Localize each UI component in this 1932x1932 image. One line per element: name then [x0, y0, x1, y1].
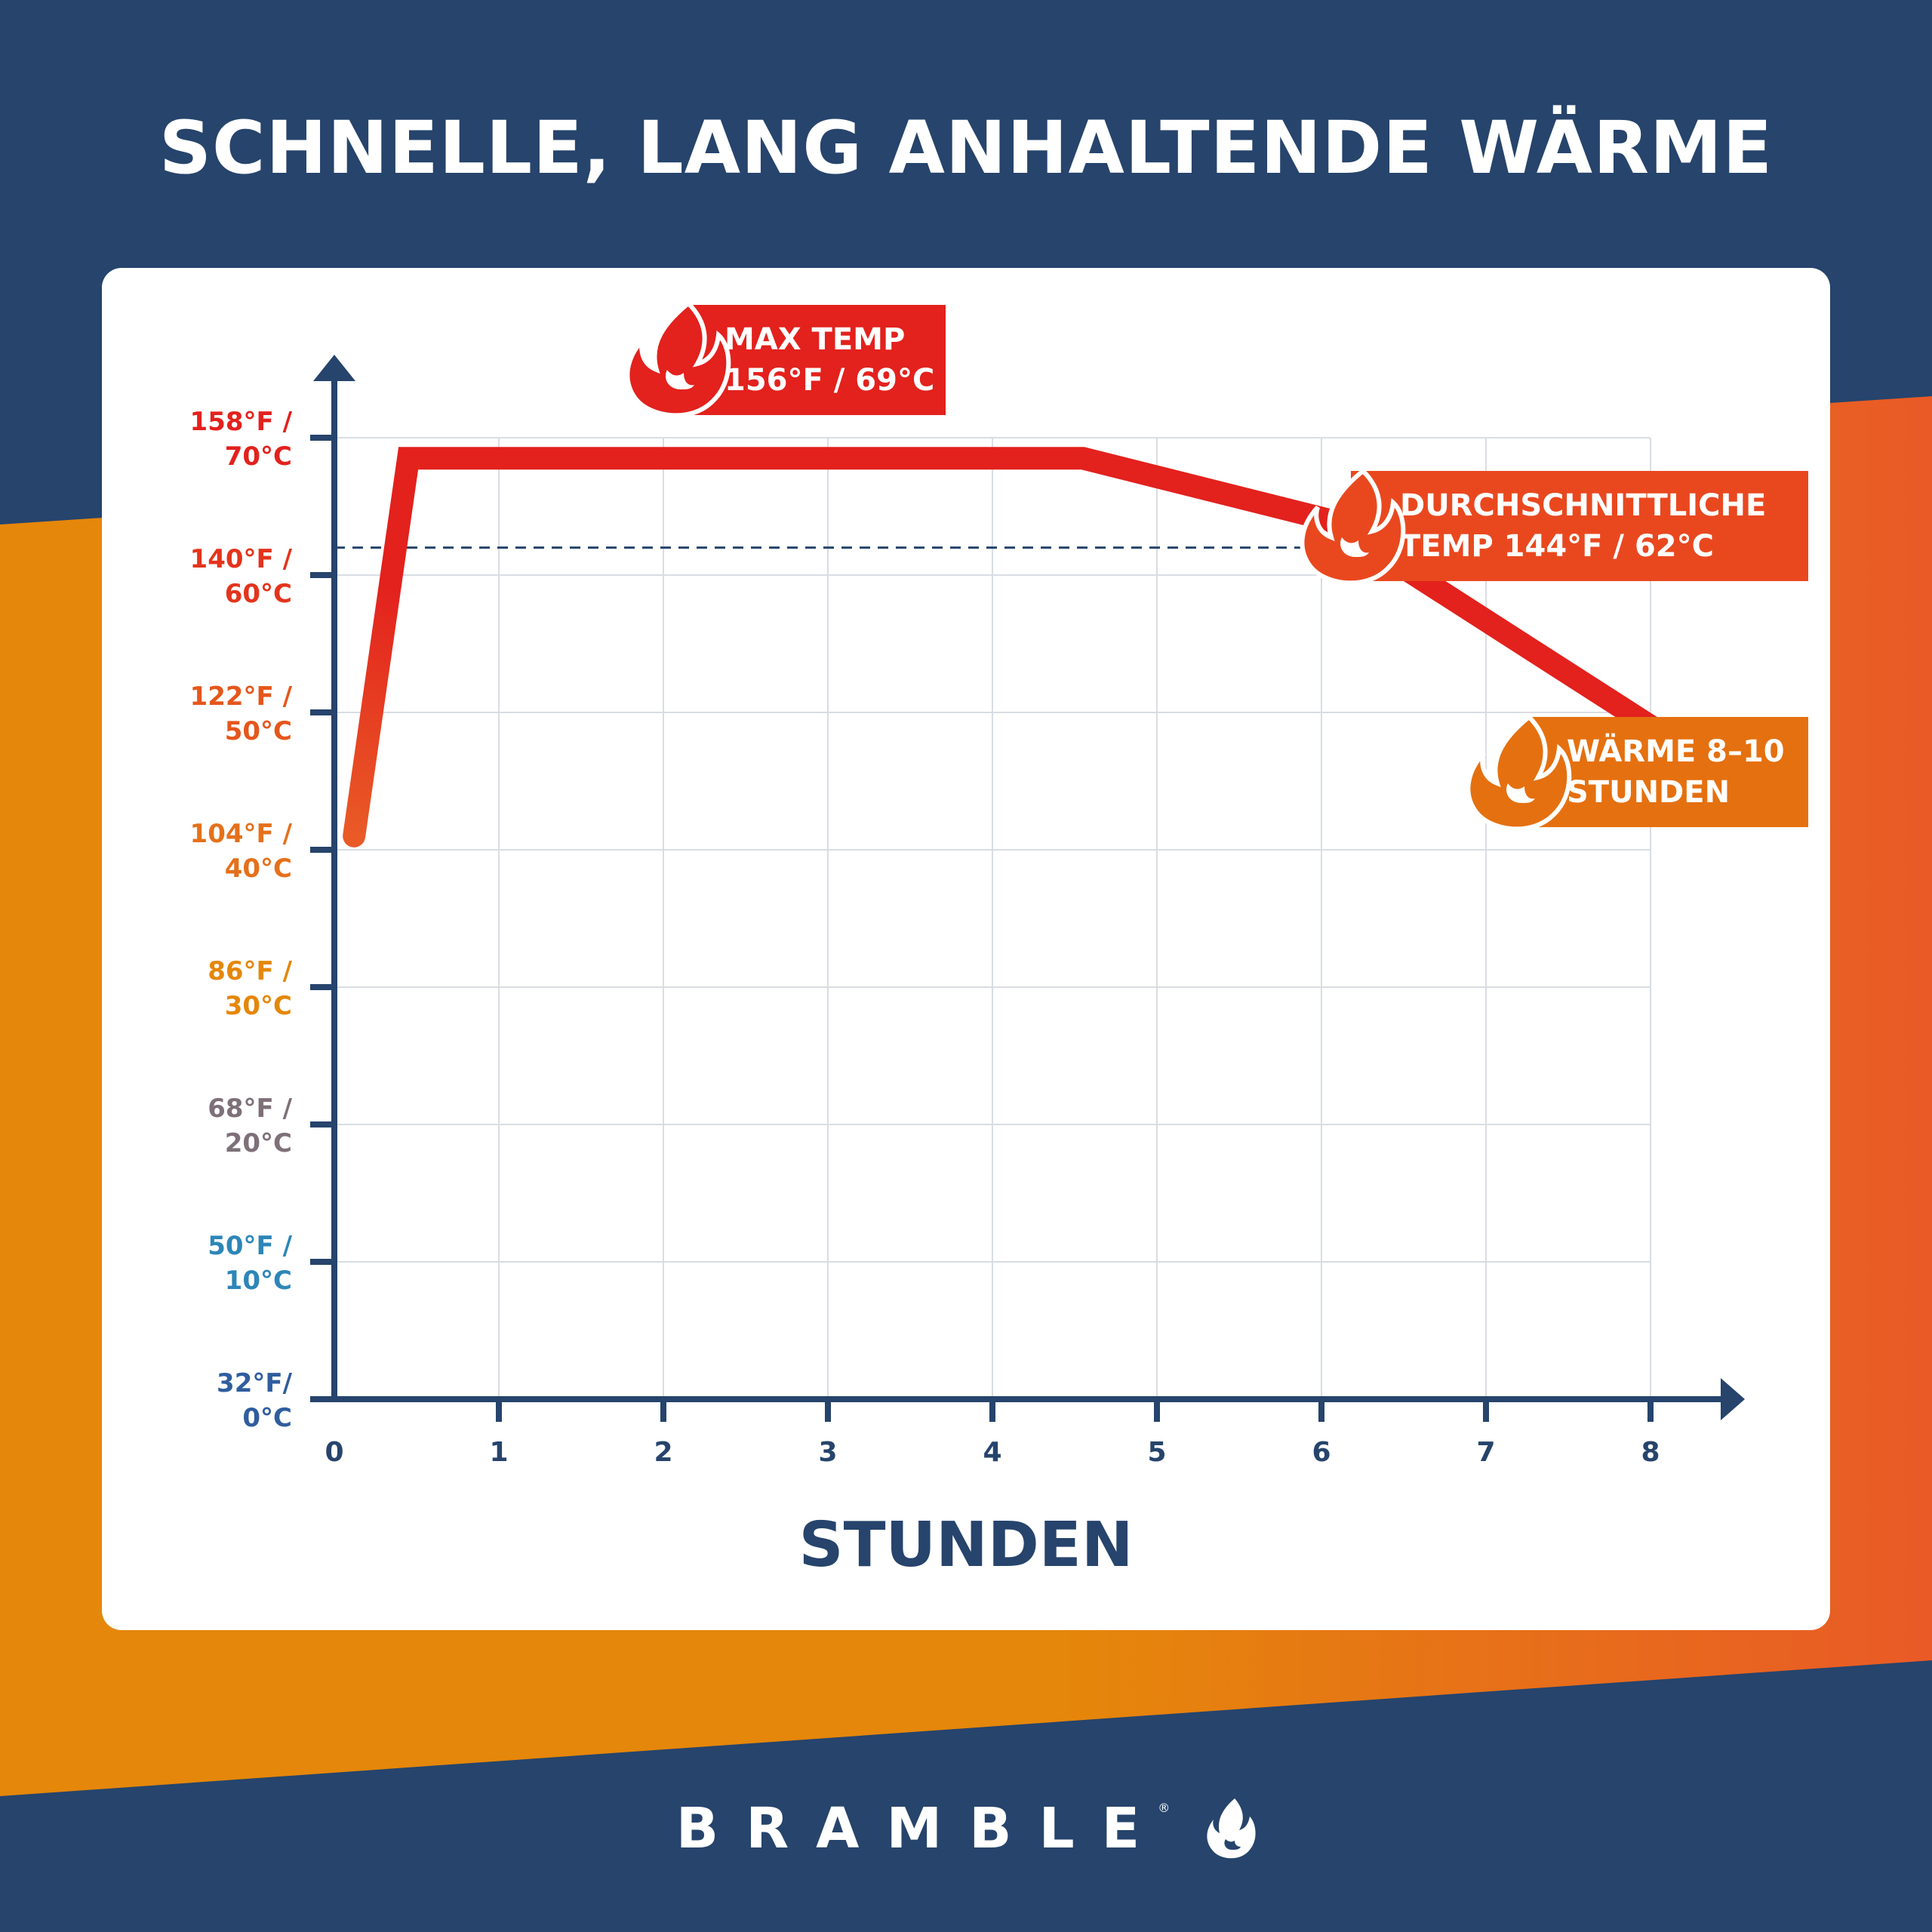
flame-icon: [1466, 714, 1572, 832]
x-axis-label: STUNDEN: [798, 1509, 1134, 1581]
y-tick-label: 86°F / 30°C: [208, 956, 292, 1021]
flame-icon: [1207, 1798, 1256, 1859]
duration-callout: WÄRME 8–10 STUNDEN: [1529, 717, 1808, 827]
x-tick-label: 2: [654, 1437, 673, 1468]
y-axis-arrow: [313, 355, 355, 381]
duration-line2: STUNDEN: [1567, 775, 1730, 810]
avg-temp-line2: TEMP 144°F / 62°C: [1400, 529, 1714, 564]
y-tick-label: 68°F / 20°C: [208, 1094, 292, 1158]
y-tick-label: 122°F / 50°C: [189, 681, 292, 746]
y-tick-label: 32°F/ 0°C: [217, 1368, 292, 1433]
flame-icon: [625, 300, 731, 418]
x-axis-arrow: [1721, 1378, 1745, 1420]
x-tick-label: 8: [1641, 1437, 1660, 1468]
duration-line1: WÄRME 8–10: [1567, 734, 1785, 769]
x-tick-label: 7: [1476, 1437, 1496, 1468]
grid: [334, 437, 1651, 1399]
temperature-series-line: [343, 447, 1662, 848]
y-tick-label: 104°F / 40°C: [189, 819, 292, 884]
max-temp-line1: MAX TEMP: [724, 322, 906, 357]
x-tick-label: 5: [1147, 1437, 1167, 1468]
avg-temp-callout: DURCHSCHNITTLICHE TEMP 144°F / 62°C: [1351, 471, 1808, 581]
x-tick-label: 1: [489, 1437, 509, 1468]
brand-name: BRAMBLE: [675, 1796, 1168, 1861]
max-temp-callout: MAX TEMP 156°F / 69°C: [691, 305, 946, 415]
brand-logo: BRAMBLE ®: [0, 1796, 1932, 1861]
page-title: SCHNELLE, LANG ANHALTENDE WÄRME: [158, 106, 1774, 190]
x-tick-label: 3: [818, 1437, 838, 1468]
x-tick-label: 6: [1312, 1437, 1331, 1468]
series-layer: [343, 447, 1662, 848]
y-tick-label: 140°F / 60°C: [189, 544, 292, 609]
avg-temp-line1: DURCHSCHNITTLICHE: [1400, 488, 1767, 523]
max-temp-line2: 156°F / 69°C: [724, 363, 935, 398]
x-tick-label: 0: [325, 1437, 344, 1468]
axes: [310, 355, 1745, 1422]
flame-icon: [1300, 468, 1406, 586]
registered-mark: ®: [1158, 1800, 1171, 1815]
x-tick-label: 4: [983, 1437, 1002, 1468]
y-tick-label: 50°F / 10°C: [208, 1231, 292, 1296]
y-tick-label: 158°F / 70°C: [189, 407, 292, 472]
